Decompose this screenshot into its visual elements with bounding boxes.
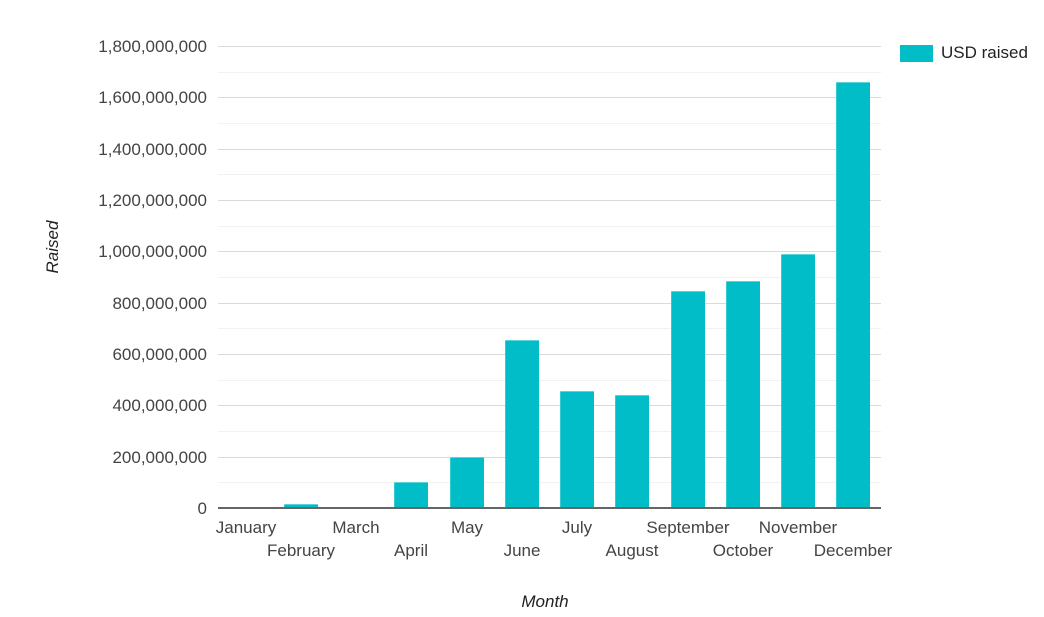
y-axis-tick-label: 1,600,000,000 xyxy=(98,88,207,107)
minor-gridline xyxy=(218,174,881,175)
bar-may[interactable] xyxy=(450,457,484,508)
major-gridline xyxy=(218,46,881,47)
y-axis-tick-label: 1,000,000,000 xyxy=(98,242,207,261)
y-axis-tick-label: 0 xyxy=(197,499,207,518)
x-axis-tick-label-december: December xyxy=(813,541,893,560)
y-axis-tick-label: 800,000,000 xyxy=(112,294,207,313)
x-axis-tick-label-november: November xyxy=(758,518,838,537)
bar-august[interactable] xyxy=(615,395,649,508)
y-axis-tick-label: 1,400,000,000 xyxy=(98,140,207,159)
x-axis-tick-label-february: February xyxy=(266,541,336,560)
legend-color-swatch xyxy=(900,44,933,62)
bar-july[interactable] xyxy=(560,391,594,508)
legend-item[interactable]: USD raised xyxy=(900,43,1028,63)
x-axis-tick-label-august: August xyxy=(605,541,659,560)
major-gridline xyxy=(218,149,881,150)
y-axis-tick-label: 1,800,000,000 xyxy=(98,37,207,56)
bar-november[interactable] xyxy=(781,254,815,508)
bar-june[interactable] xyxy=(505,340,539,508)
major-gridline xyxy=(218,97,881,98)
y-axis-tick-label: 200,000,000 xyxy=(112,448,207,467)
minor-gridline xyxy=(218,226,881,227)
legend-series-label: USD raised xyxy=(941,43,1028,62)
bar-october[interactable] xyxy=(726,281,760,508)
major-gridline xyxy=(218,251,881,252)
y-axis-tick-label: 1,200,000,000 xyxy=(98,191,207,210)
y-axis-tick-label: 600,000,000 xyxy=(112,345,207,364)
minor-gridline xyxy=(218,123,881,124)
major-gridline xyxy=(218,200,881,201)
minor-gridline xyxy=(218,72,881,73)
x-axis-tick-label-june: June xyxy=(503,541,541,560)
bar-february[interactable] xyxy=(284,504,318,508)
x-axis-tick-label-january: January xyxy=(215,518,277,537)
bar-april[interactable] xyxy=(394,482,428,508)
x-axis-tick-label-march: March xyxy=(332,518,380,537)
x-axis-title: Month xyxy=(521,592,569,611)
x-axis-tick-label-may: May xyxy=(450,518,484,537)
bar-december[interactable] xyxy=(836,82,870,508)
y-axis-tick-label: 400,000,000 xyxy=(112,396,207,415)
x-axis-tick-label-july: July xyxy=(561,518,593,537)
x-axis-line xyxy=(218,507,881,509)
bar-september[interactable] xyxy=(671,291,705,508)
x-axis-tick-label-april: April xyxy=(393,541,428,560)
x-axis-tick-label-september: September xyxy=(646,518,730,537)
x-axis-tick-label-october: October xyxy=(712,541,774,560)
